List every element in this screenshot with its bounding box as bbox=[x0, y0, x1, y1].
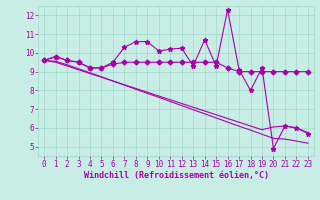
X-axis label: Windchill (Refroidissement éolien,°C): Windchill (Refroidissement éolien,°C) bbox=[84, 171, 268, 180]
